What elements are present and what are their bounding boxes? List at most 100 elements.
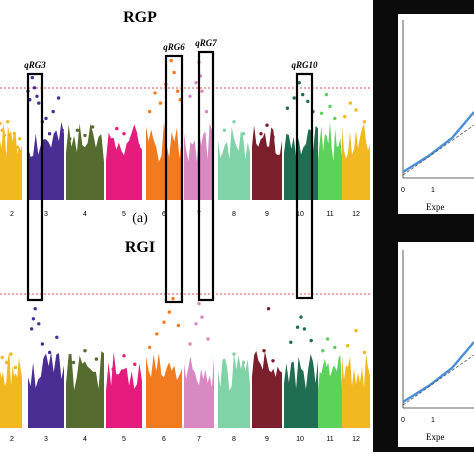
snp-point-6-1-rgp — [153, 91, 157, 95]
x-tick-3-rgi: 3 — [44, 436, 48, 443]
snp-point-3-5-rgi — [47, 350, 52, 355]
snp-point-3-1-rgi — [31, 317, 36, 321]
snp-point-8-0-rgi — [222, 364, 227, 368]
snp-point-4-0-rgi — [71, 360, 76, 365]
snp-point-4-1-rgp — [75, 128, 80, 132]
inset-tick-0-bottom: 0 — [401, 417, 405, 424]
snp-point-12-0-rgi — [345, 344, 350, 348]
snp-point-11-0-rgp — [319, 111, 324, 116]
snp-point-5-1-rgp — [115, 126, 119, 131]
snp-point-5-4-rgp — [136, 143, 141, 148]
x-tick-11-rgp: 11 — [326, 211, 333, 218]
snp-point-9-2-rgp — [271, 135, 275, 139]
bottom-strip — [0, 452, 474, 474]
snp-point-7-0-rgp — [188, 94, 192, 99]
snp-point-10-4-rgi — [309, 338, 313, 343]
snp-point-6-5-rgp — [172, 70, 176, 75]
chromosome-band-11-rgp — [318, 121, 342, 200]
inset-tick-1-top: 1 — [431, 187, 435, 194]
snp-point-5-2-rgi — [133, 362, 137, 366]
chromosome-band-4-rgi — [66, 351, 104, 428]
inset-tick-0-top: 0 — [401, 187, 405, 194]
chromosome-band-10-rgp — [284, 126, 318, 200]
chromosome-band-11-rgi — [318, 355, 342, 428]
snp-point-10-4-rgp — [306, 99, 310, 104]
snp-point-3-3-rgi — [37, 322, 41, 326]
snp-point-7-1-rgp — [194, 81, 198, 85]
x-tick-5-rgp: 5 — [122, 211, 126, 218]
qtl-label-qRG3: qRG3 — [24, 60, 46, 70]
snp-point-9-0-rgi — [262, 349, 266, 353]
snp-point-1-3-rgp — [6, 120, 10, 124]
snp-point-1-4-rgi — [18, 372, 22, 376]
chromosome-band-12-rgp — [342, 123, 370, 200]
chromosome-band-8-rgp — [218, 126, 250, 200]
x-tick-12-rgp: 12 — [352, 211, 360, 218]
manhattan-panel-rgi: RGI 2 3 4 5 6 7 8 9 10 11 12 — [0, 239, 370, 443]
chromosome-band-6-rgp — [146, 122, 182, 200]
snp-point-11-1-rgp — [324, 92, 329, 97]
snp-point-7-2-rgi — [197, 302, 201, 306]
snp-point-7-5-rgp — [204, 109, 209, 114]
snp-point-3-10-rgp — [56, 96, 61, 100]
snp-point-1-1-rgi — [4, 360, 9, 365]
panel-title-rgi: RGI — [125, 239, 155, 256]
qtl-label-qRG10: qRG10 — [291, 60, 318, 70]
chromosome-band-1-rgi — [0, 352, 22, 428]
snp-point-1-2-rgp — [2, 133, 7, 138]
snp-point-3-9-rgp — [51, 109, 55, 114]
snp-point-1-0-rgi — [0, 355, 4, 360]
snp-point-3-6-rgi — [55, 335, 59, 339]
snp-point-10-1-rgi — [295, 325, 300, 329]
snp-point-4-4-rgp — [98, 138, 102, 143]
snp-point-4-2-rgi — [94, 357, 99, 361]
x-tick-11-rgi: 11 — [326, 436, 333, 443]
snp-point-7-4-rgi — [206, 337, 210, 341]
x-tick-3-rgp: 3 — [44, 211, 48, 218]
snp-point-1-7-rgp — [18, 137, 22, 141]
qtl-label-qRG6: qRG6 — [163, 42, 185, 52]
snp-point-1-1-rgp — [0, 128, 4, 132]
inset-top-header — [403, 0, 474, 12]
snp-point-7-1-rgi — [194, 322, 198, 326]
snp-point-12-1-rgp — [348, 101, 353, 105]
snp-point-3-4-rgi — [40, 342, 45, 346]
chromosome-band-9-rgi — [252, 350, 282, 428]
snp-point-9-2-rgi — [271, 359, 275, 363]
x-tick-7-rgi: 7 — [197, 436, 201, 443]
snp-point-11-2-rgi — [333, 345, 337, 350]
snp-point-1-3-rgi — [13, 365, 18, 370]
snp-point-6-1-rgi — [155, 332, 159, 336]
chromosome-band-5-rgi — [106, 351, 142, 428]
snp-point-9-1-rgi — [266, 307, 271, 311]
x-tick-8-rgi: 8 — [232, 436, 236, 443]
snp-point-10-0-rgi — [289, 340, 293, 344]
snp-point-7-3-rgi — [200, 315, 204, 319]
snp-point-8-0-rgp — [222, 128, 227, 132]
x-tick-5-rgi: 5 — [122, 436, 126, 443]
snp-point-8-1-rgi — [232, 352, 236, 356]
inset-ref-line-top — [402, 124, 474, 176]
chromosome-band-8-rgi — [218, 352, 250, 428]
snp-point-10-0-rgp — [285, 106, 290, 110]
snp-point-4-3-rgp — [90, 125, 95, 129]
inset-tick-1-bottom: 1 — [431, 417, 435, 424]
qtl-box-qRG10 — [295, 72, 314, 300]
x-tick-2-rgp: 2 — [10, 211, 14, 218]
snp-point-3-4-rgp — [35, 94, 39, 99]
x-tick-9-rgp: 9 — [265, 211, 269, 218]
x-tick-4-rgi: 4 — [83, 436, 87, 443]
snp-point-10-3-rgp — [301, 92, 305, 97]
panel-title-rgp: RGP — [123, 9, 157, 26]
snp-point-9-1-rgp — [265, 123, 269, 127]
inset-ref-line-bottom — [402, 354, 474, 406]
snp-point-5-0-rgp — [107, 140, 112, 144]
snp-point-8-2-rgp — [241, 132, 246, 136]
snp-point-11-2-rgp — [328, 104, 332, 109]
snp-point-11-3-rgp — [333, 116, 337, 121]
snp-point-5-0-rgi — [111, 367, 115, 371]
snp-point-6-6-rgp — [176, 89, 180, 93]
snp-point-10-3-rgi — [302, 327, 307, 331]
snp-point-4-2-rgp — [83, 133, 87, 138]
chromosome-band-10-rgi — [284, 353, 318, 428]
